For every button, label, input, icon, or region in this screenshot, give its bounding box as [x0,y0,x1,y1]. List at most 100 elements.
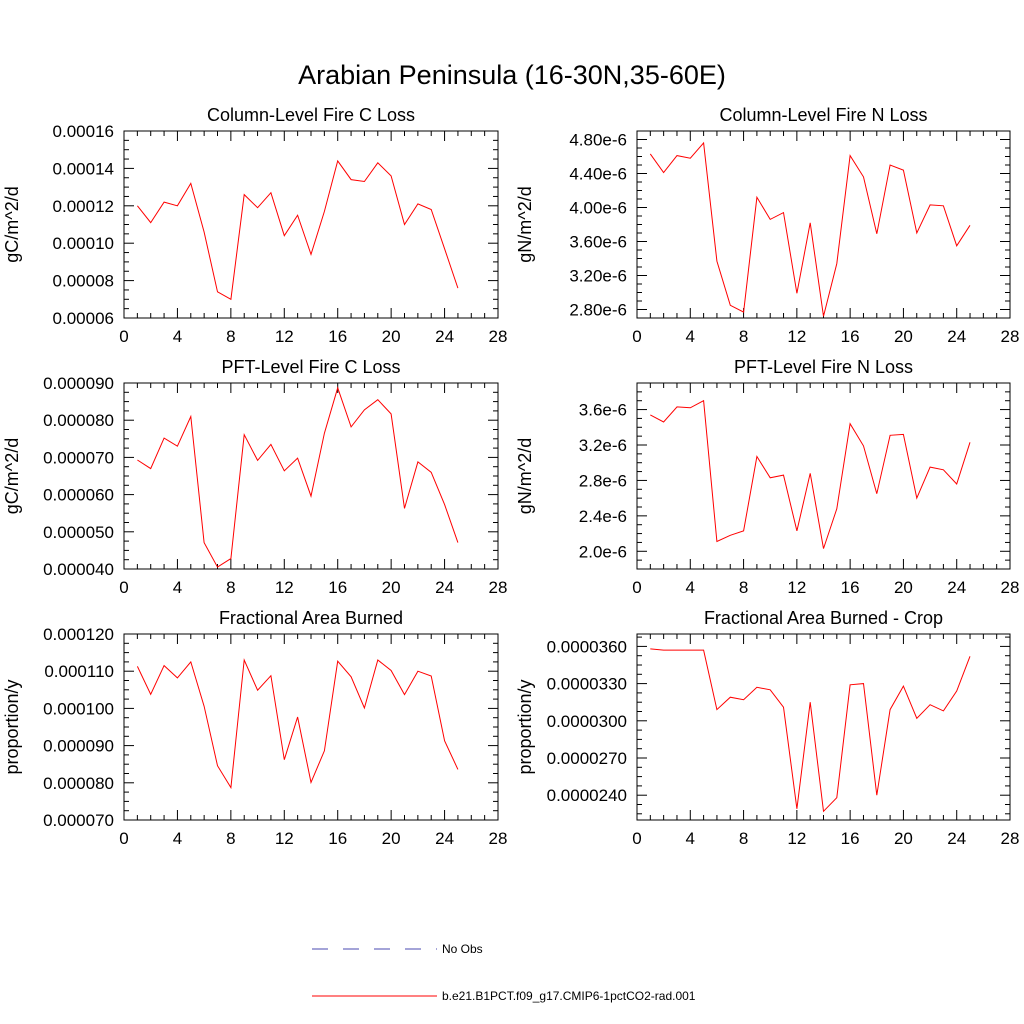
plot-frame [636,130,1011,319]
x-tick-label: 28 [1001,578,1020,597]
y-tick-label: 0.0000240 [547,786,627,805]
y-axis-label: gC/m^2/d [2,438,22,514]
y-tick-label: 3.60e-6 [569,233,627,252]
y-tick-label: 3.6e-6 [579,401,627,420]
x-tick-label: 16 [328,829,347,848]
x-tick-label: 24 [435,578,454,597]
x-tick-label: 24 [947,327,966,346]
y-tick-label: 2.80e-6 [569,301,627,320]
panel-title: PFT-Level Fire C Loss [221,357,400,377]
plot-frame [636,382,1011,570]
y-tick-label: 0.000090 [43,737,114,756]
y-tick-label: 0.000110 [44,662,114,681]
y-tick-label: 2.0e-6 [579,542,627,561]
x-tick-label: 4 [173,829,182,848]
x-tick-label: 12 [275,578,294,597]
y-tick-label: 0.0000300 [547,712,627,731]
y-tick-label: 0.0000330 [547,675,627,694]
x-tick-label: 20 [894,829,913,848]
series-line [137,159,459,301]
plot-frame [123,130,499,319]
legend: No Obs b.e21.B1PCT.f09_g17.CMIP6-1pctCO2… [312,942,696,1003]
x-tick-label: 16 [841,578,860,597]
x-tick-label: 0 [119,829,128,848]
x-tick-label: 0 [632,829,641,848]
x-tick-label: 16 [841,327,860,346]
x-tick-label: 0 [119,327,128,346]
y-tick-label: 0.000040 [43,560,114,579]
y-tick-label: 4.40e-6 [569,165,627,184]
x-tick-label: 4 [173,578,182,597]
x-tick-label: 0 [632,327,641,346]
panel-4: PFT-Level Fire N Loss gN/m^2/d 0 4 8 12 16 20 24… [515,357,1019,597]
panel-title: PFT-Level Fire N Loss [734,357,913,377]
x-tick-label: 20 [894,327,913,346]
x-tick-label: 24 [947,829,966,848]
y-tick-label: 3.2e-6 [579,436,627,455]
plot-frame [123,382,499,570]
panel-title: Column-Level Fire C Loss [207,105,415,125]
series-line [650,648,971,813]
x-tick-label: 12 [275,829,294,848]
y-tick-label: 0.00006 [53,309,114,328]
panel-3: PFT-Level Fire C Loss gC/m^2/d 0 4 8 12 16 20 24… [2,357,507,597]
x-tick-label: 20 [382,327,401,346]
y-axis-label: proportion/y [2,679,22,774]
y-tick-label: 2.4e-6 [579,507,627,526]
panel-2: Column-Level Fire N Loss gN/m^2/d 0 4 8 12 16 2… [515,105,1019,346]
x-tick-label: 8 [226,578,235,597]
y-tick-label: 0.000050 [43,523,114,542]
figure-title: Arabian Peninsula (16-30N,35-60E) [298,60,726,90]
y-tick-label: 0.00014 [53,159,114,178]
y-tick-label: 0.000070 [43,811,114,830]
x-tick-label: 12 [275,327,294,346]
x-tick-label: 28 [489,327,508,346]
y-tick-label: 0.00008 [53,272,114,291]
x-tick-label: 12 [787,578,806,597]
x-tick-label: 4 [686,327,695,346]
panel-title: Column-Level Fire N Loss [719,105,927,125]
x-tick-label: 24 [947,578,966,597]
panel-5: Fractional Area Burned proportion/y 0 4 8 12 1… [2,608,507,848]
x-tick-label: 0 [119,578,128,597]
series-line [650,399,971,549]
y-tick-label: 0.000060 [43,486,114,505]
y-tick-label: 0.00010 [53,234,114,253]
y-tick-label: 0.000120 [43,625,114,644]
y-tick-label: 3.20e-6 [569,267,627,286]
x-tick-label: 24 [435,829,454,848]
y-tick-label: 0.000080 [43,411,114,430]
x-tick-label: 16 [841,829,860,848]
panel-1: Column-Level Fire C Loss gC/m^2/d 0 4 8 12 16 2… [2,105,507,346]
y-tick-label: 0.00016 [53,122,114,141]
x-tick-label: 12 [787,327,806,346]
x-tick-label: 8 [739,578,748,597]
x-tick-label: 4 [173,327,182,346]
x-tick-label: 8 [739,829,748,848]
x-tick-label: 24 [435,327,454,346]
y-tick-label: 2.8e-6 [579,471,627,490]
legend-obs-label: No Obs [442,942,483,956]
y-axis-label: gC/m^2/d [2,186,22,262]
x-tick-label: 20 [382,578,401,597]
y-axis-label: gN/m^2/d [515,186,535,262]
panel-title: Fractional Area Burned - Crop [704,608,943,628]
x-tick-label: 8 [226,829,235,848]
y-tick-label: 0.000080 [43,774,114,793]
y-tick-label: 0.0000360 [547,637,627,656]
panel-title: Fractional Area Burned [219,608,403,628]
x-tick-label: 20 [894,578,913,597]
y-tick-label: 0.000090 [43,374,114,393]
x-tick-label: 16 [328,578,347,597]
y-axis-label: gN/m^2/d [515,438,535,514]
y-axis-label: proportion/y [515,679,535,774]
x-tick-label: 8 [226,327,235,346]
x-tick-label: 20 [382,829,401,848]
x-tick-label: 28 [1001,327,1020,346]
panels: Column-Level Fire C Loss gC/m^2/d 0 4 8 12 16 2… [2,105,1019,848]
series-line [136,658,459,790]
x-tick-label: 28 [1001,829,1020,848]
panel-6: Fractional Area Burned - Crop proportion/… [515,608,1019,848]
series-line [649,141,971,317]
y-tick-label: 0.000100 [43,699,114,718]
